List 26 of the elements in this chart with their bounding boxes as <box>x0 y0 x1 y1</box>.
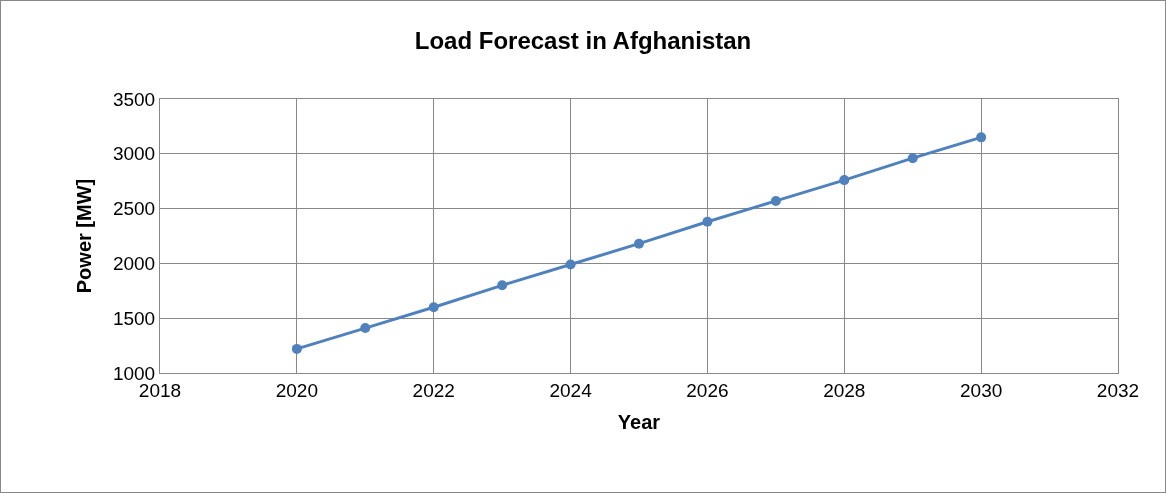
x-tick-label: 2020 <box>275 379 318 401</box>
point <box>702 216 713 227</box>
x-axis-title: Year <box>617 411 661 434</box>
y-tick-label: 3500 <box>112 88 156 110</box>
x-tick-label: 2026 <box>686 379 729 401</box>
y-axis-title: Power [MW] <box>73 178 96 294</box>
x-tick-label: 2032 <box>1096 379 1140 401</box>
point <box>497 280 508 291</box>
x-tick-label: 2030 <box>960 379 1003 401</box>
point <box>360 323 371 334</box>
y-tick-label: 3000 <box>112 143 156 165</box>
x-tick-label: 2028 <box>823 379 866 401</box>
point <box>976 132 987 143</box>
y-tick-label: 1500 <box>112 307 156 329</box>
x-tick-label: 2024 <box>549 379 593 401</box>
point <box>634 238 644 249</box>
point <box>428 302 439 313</box>
point <box>770 195 781 206</box>
y-tick-label: 2500 <box>112 198 156 220</box>
point <box>839 175 850 186</box>
point <box>907 153 918 164</box>
chart-title: Load Forecast in Afghanistan <box>414 26 752 54</box>
point <box>565 259 576 270</box>
point <box>291 343 302 354</box>
x-tick-label: 2022 <box>412 379 455 401</box>
y-tick-label: 2000 <box>112 253 156 275</box>
